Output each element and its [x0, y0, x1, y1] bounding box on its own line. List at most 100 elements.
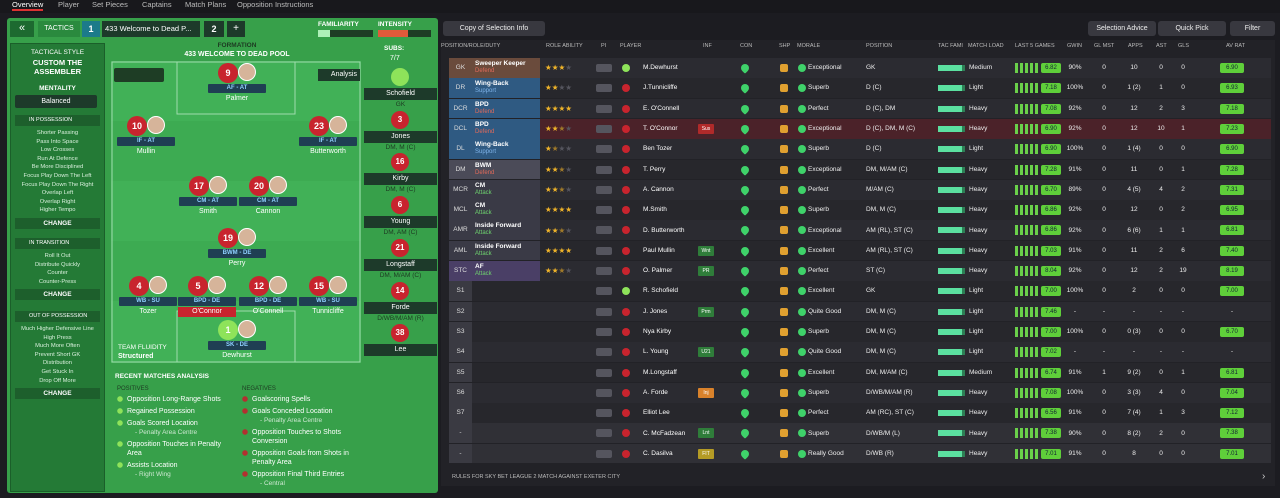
sub-name[interactable]: Forde: [364, 301, 437, 314]
formation-name[interactable]: 433 WELCOME TO DEAD POOL: [184, 51, 290, 58]
player-name[interactable]: Butterworth: [310, 148, 346, 155]
column-header[interactable]: ROLE ABILITY: [546, 43, 583, 49]
player-shirt[interactable]: 15: [309, 276, 329, 296]
player-role[interactable]: WB - SU: [119, 297, 177, 306]
player-shirt[interactable]: 17: [189, 176, 209, 196]
sub-shirt[interactable]: 3: [391, 110, 409, 129]
table-row[interactable]: [449, 78, 1271, 99]
analysis-title[interactable]: RECENT MATCHES ANALYSIS: [115, 373, 210, 380]
mentality-select[interactable]: Balanced: [15, 95, 97, 108]
column-header[interactable]: MORALE: [797, 43, 821, 49]
column-header[interactable]: MATCH LOAD: [968, 43, 1004, 49]
player-name[interactable]: J.Tunnicliffe: [643, 84, 678, 92]
column-header[interactable]: PI: [601, 43, 607, 49]
filter[interactable]: Filter: [1230, 21, 1275, 36]
selection-advice[interactable]: Selection Advice: [1088, 21, 1156, 36]
player-name[interactable]: T. O'Connor: [643, 125, 678, 133]
sub-name[interactable]: Longstaff: [364, 258, 437, 271]
sub-name[interactable]: Jones: [364, 130, 437, 143]
sub-name[interactable]: Young: [364, 216, 437, 229]
role-cell[interactable]: [472, 98, 540, 119]
tactic-slot[interactable]: 1: [82, 21, 100, 37]
table-row[interactable]: [449, 423, 1271, 444]
player-shirt[interactable]: 5: [188, 276, 208, 296]
tactic-name[interactable]: 433 Welcome to Dead P...: [102, 21, 200, 37]
player-name[interactable]: M.Smith: [643, 206, 667, 214]
role-cell[interactable]: [472, 118, 540, 139]
sub-shirt[interactable]: [391, 68, 409, 86]
player-shirt[interactable]: 12: [249, 276, 269, 296]
table-row[interactable]: [449, 321, 1271, 342]
player-role[interactable]: IF - AT: [117, 137, 175, 146]
player-shirt[interactable]: 9: [218, 63, 238, 83]
player-name[interactable]: D. Butterworth: [643, 226, 685, 234]
column-header[interactable]: POSITION/ROLE/DUTY: [441, 43, 501, 49]
view-select[interactable]: Copy of Selection Info: [443, 21, 545, 36]
player-name[interactable]: Ben Tozer: [643, 145, 673, 153]
analysis-button[interactable]: Analysis: [318, 69, 360, 81]
table-row[interactable]: [449, 179, 1271, 200]
change-button[interactable]: CHANGE: [15, 218, 100, 229]
sub-name[interactable]: Schofield: [364, 88, 437, 100]
player-name[interactable]: Tunnicliffe: [312, 308, 344, 315]
table-row[interactable]: [449, 58, 1271, 78]
column-header[interactable]: POSITION: [866, 43, 893, 49]
table-row[interactable]: [449, 281, 1271, 302]
table-row[interactable]: [449, 220, 1271, 241]
role-cell[interactable]: [472, 139, 540, 159]
column-header[interactable]: APPS: [1128, 43, 1143, 49]
back-button[interactable]: «: [10, 21, 34, 37]
column-header[interactable]: PLAYER: [620, 43, 642, 49]
player-name[interactable]: O. Palmer: [643, 267, 673, 275]
sub-shirt[interactable]: 21: [391, 238, 409, 257]
player-name[interactable]: O'Connell: [252, 308, 284, 315]
table-row[interactable]: [449, 443, 1271, 464]
role-cell[interactable]: [472, 240, 540, 261]
footer-arrow[interactable]: ›: [1262, 471, 1266, 482]
table-row[interactable]: [449, 382, 1271, 403]
player-name[interactable]: E. O'Connell: [643, 104, 680, 112]
tab[interactable]: Captains: [142, 0, 172, 9]
player-name[interactable]: Nya Kirby: [643, 328, 672, 336]
column-header[interactable]: GLS: [1178, 43, 1190, 49]
column-header[interactable]: SHP: [779, 43, 791, 49]
column-header[interactable]: AST: [1156, 43, 1167, 49]
player-shirt[interactable]: 20: [249, 176, 269, 196]
player-name[interactable]: Dewhurst: [222, 352, 252, 359]
role-cell[interactable]: [472, 200, 540, 220]
role-cell[interactable]: [472, 78, 540, 99]
sub-shirt[interactable]: 14: [391, 281, 409, 300]
player-role[interactable]: WB - SU: [299, 297, 357, 306]
column-header[interactable]: AV RAT: [1226, 43, 1246, 49]
column-header[interactable]: CON: [740, 43, 753, 49]
player-role[interactable]: SK - DE: [208, 341, 266, 350]
player-name[interactable]: Paul Mullin: [643, 246, 675, 254]
table-row[interactable]: [449, 342, 1271, 362]
tab[interactable]: Set Pieces: [92, 0, 128, 9]
sub-shirt[interactable]: 16: [391, 153, 409, 172]
column-header[interactable]: LAST 5 GAMES: [1015, 43, 1055, 49]
player-name[interactable]: M.Dewhurst: [643, 64, 678, 72]
player-name[interactable]: C. Dasilva: [643, 449, 673, 457]
change-button[interactable]: CHANGE: [15, 289, 100, 301]
player-name[interactable]: Elliot Lee: [643, 409, 670, 417]
tactic-slot[interactable]: 2: [204, 21, 224, 37]
player-name[interactable]: J. Jones: [643, 307, 668, 315]
player-shirt[interactable]: 1: [218, 320, 238, 340]
column-header[interactable]: INF: [703, 43, 712, 49]
column-header[interactable]: GWIN: [1067, 43, 1082, 49]
player-name[interactable]: R. Schofield: [643, 287, 679, 295]
column-header[interactable]: GL MST: [1094, 43, 1115, 49]
tab[interactable]: Overview: [12, 0, 44, 11]
role-cell[interactable]: [472, 58, 540, 78]
tab[interactable]: Player: [58, 0, 80, 9]
player-role[interactable]: BWM - DE: [208, 249, 266, 258]
tab[interactable]: Match Plans: [185, 0, 227, 9]
player-shirt[interactable]: 10: [127, 116, 147, 136]
player-role[interactable]: BPD - DE: [178, 297, 236, 306]
player-role[interactable]: CM - AT: [179, 197, 237, 206]
player-shirt[interactable]: 4: [129, 276, 149, 296]
player-role[interactable]: CM - AT: [239, 197, 297, 206]
player-role[interactable]: AF - AT: [208, 84, 266, 93]
player-name[interactable]: Tozer: [139, 308, 157, 315]
